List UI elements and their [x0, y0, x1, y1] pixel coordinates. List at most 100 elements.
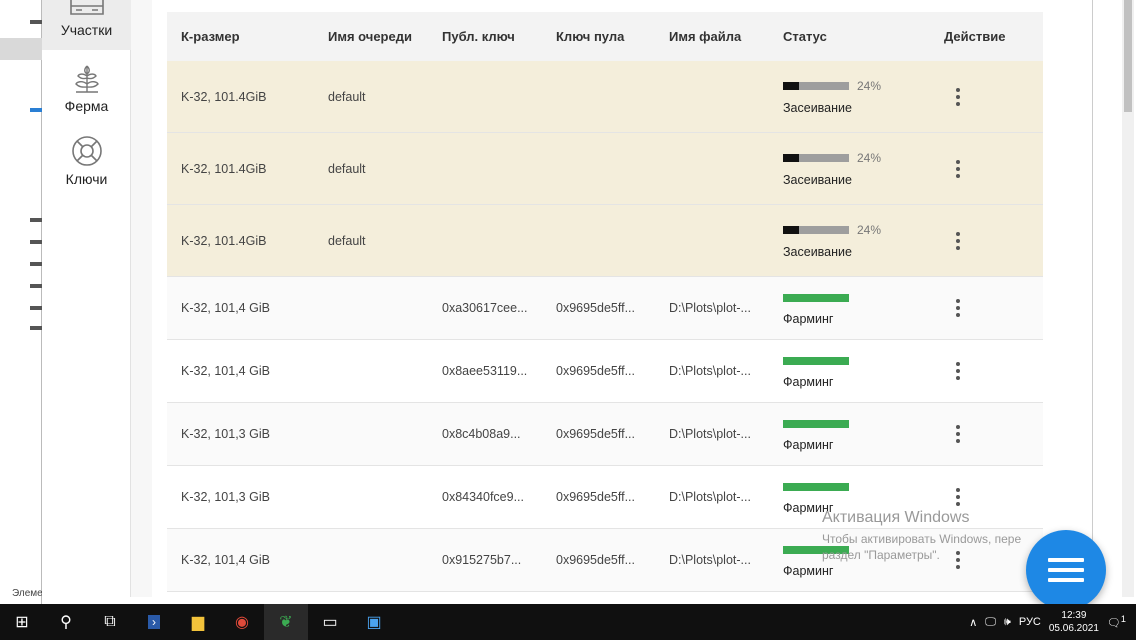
farming-bar [783, 293, 849, 302]
table-header: К-размер Имя очереди Публ. ключ Ключ пул… [167, 12, 1043, 61]
table-row: K-32, 101.4GiB default 24% Засеивание [167, 205, 1043, 277]
progress-bar [783, 81, 849, 90]
drive-icon [30, 20, 42, 24]
drive-icon [30, 240, 42, 244]
status-cell: 24% Засеивание [783, 78, 944, 115]
filename: D:\Plots\plot-... [669, 553, 751, 567]
more-actions-icon[interactable] [956, 362, 960, 380]
queue-name: default [328, 233, 366, 248]
public-key: 0x8aee53119... [442, 364, 528, 378]
file-explorer-window: Элеме... [0, 0, 51, 604]
col-filename: Имя файла [669, 29, 742, 44]
more-actions-icon[interactable] [956, 159, 960, 178]
sidebar-item-label: Ключи [65, 171, 108, 187]
chrome-icon[interactable]: ◉ [235, 614, 249, 631]
more-actions-icon[interactable] [956, 551, 960, 569]
more-actions-icon[interactable] [956, 425, 960, 443]
notification-icon[interactable]: 🗨1 [1106, 614, 1126, 630]
status-text: Фарминг [783, 564, 834, 578]
language-indicator[interactable]: РУС [1018, 616, 1041, 628]
drive-icon [30, 326, 42, 330]
app-icon[interactable]: ▣ [366, 614, 382, 631]
drive-icon [30, 262, 42, 266]
chia-app-window: Участки Ферма Ключи К-размер Имя очереди… [42, 0, 1134, 597]
sidebar-item-label: Участки [60, 22, 113, 38]
k-size: K-32, 101.4GiB [181, 161, 267, 176]
hard-drive-icon [69, 0, 104, 15]
queue-name: default [328, 89, 366, 104]
pool-key: 0x9695de5ff... [556, 364, 636, 378]
menu-fab-button[interactable] [1026, 530, 1106, 610]
clock[interactable]: 12:39 05.06.2021 [1049, 609, 1099, 635]
search-icon[interactable]: ⚲ [60, 614, 72, 631]
pool-key: 0x9695de5ff... [556, 427, 636, 441]
status-text: Фарминг [783, 375, 834, 389]
sidebar-item-farm[interactable]: Ферма [42, 62, 131, 114]
chevron-up-icon[interactable]: ∧ [969, 616, 978, 629]
more-actions-icon[interactable] [956, 488, 960, 506]
more-actions-icon[interactable] [956, 299, 960, 317]
table-row: K-32, 101.4GiB default 24% Засеивание [167, 61, 1043, 133]
status-text: Засеивание [783, 244, 852, 259]
col-action: Действие [944, 29, 1006, 44]
public-key: 0x84340fce9... [442, 490, 525, 504]
windows-activation-watermark: Активация Windows Чтобы активировать Win… [822, 509, 1021, 563]
sidebar-item-plots[interactable]: Участки [42, 0, 131, 50]
status-cell: 24% Засеивание [783, 150, 944, 187]
farming-bar [783, 545, 849, 554]
status-cell: Фарминг [783, 353, 944, 389]
start-button[interactable]: ⊞ [15, 614, 29, 631]
progress-bar [783, 153, 849, 162]
more-actions-icon[interactable] [956, 231, 960, 250]
k-size: K-32, 101,4 GiB [181, 301, 270, 315]
status-cell: Фарминг [783, 479, 944, 515]
pool-key: 0x9695de5ff... [556, 553, 636, 567]
farming-bar [783, 482, 849, 491]
status-text: Засеивание [783, 100, 852, 115]
k-size: K-32, 101,3 GiB [181, 427, 270, 441]
status-cell: 24% Засеивание [783, 222, 944, 259]
k-size: K-32, 101.4GiB [181, 233, 267, 248]
status-cell: Фарминг [783, 542, 944, 578]
more-actions-icon[interactable] [956, 87, 960, 106]
col-pub-key: Публ. ключ [442, 29, 515, 44]
public-key: 0xa30617cee... [442, 301, 528, 315]
farming-bar [783, 419, 849, 428]
lifebuoy-icon [71, 136, 102, 166]
taskbar: ⊞ ⚲ ⧉ › ▆ ◉ ❦ ▭ ▣ ∧ 🖵 🕪 РУС 12:39 05.06.2… [0, 604, 1136, 640]
col-status: Статус [783, 29, 827, 44]
pool-key: 0x9695de5ff... [556, 490, 636, 504]
scrollbar[interactable] [1122, 0, 1134, 597]
terminal-icon[interactable]: ▭ [322, 614, 338, 631]
progress-percent: 24% [857, 150, 882, 165]
network-icon[interactable]: 🖵 [985, 615, 996, 628]
date: 05.06.2021 [1048, 623, 1099, 634]
selected-tree-item[interactable] [0, 38, 42, 60]
public-key: 0x915275b7... [442, 553, 522, 567]
scrollbar-thumb[interactable] [1124, 0, 1132, 112]
col-k-size: К-размер [181, 29, 240, 44]
table-row: K-32, 101,4 GiB 0x8aee53119... 0x9695de5… [167, 340, 1043, 403]
k-size: K-32, 101,3 GiB [181, 490, 270, 504]
watermark-line: Чтобы активировать Windows, пере [822, 532, 1022, 546]
status-text: Элеме... [12, 588, 52, 599]
sidebar-item-keys[interactable]: Ключи [42, 135, 131, 187]
plots-table: К-размер Имя очереди Публ. ключ Ключ пул… [167, 12, 1043, 592]
system-tray: ∧ 🖵 🕪 РУС 12:39 05.06.2021 🗨1 [969, 604, 1136, 640]
k-size: K-32, 101,4 GiB [181, 364, 270, 378]
task-view-icon[interactable]: ⧉ [104, 613, 116, 630]
chia-app-icon[interactable]: ❦ [264, 604, 308, 640]
status-text: Засеивание [783, 172, 852, 187]
status-text: Фарминг [783, 312, 834, 326]
progress-percent: 24% [857, 78, 882, 93]
notification-count: 1 [1120, 614, 1126, 625]
filename: D:\Plots\plot-... [669, 427, 751, 441]
powershell-icon[interactable]: › [132, 604, 176, 640]
volume-icon[interactable]: 🕪 [1003, 615, 1011, 628]
filename: D:\Plots\plot-... [669, 364, 751, 378]
k-size: K-32, 101,4 GiB [181, 553, 270, 567]
status-text: Фарминг [783, 438, 834, 452]
progress-percent: 24% [857, 222, 882, 237]
col-pool-key: Ключ пула [556, 29, 625, 44]
file-explorer-icon[interactable]: ▆ [191, 614, 205, 631]
